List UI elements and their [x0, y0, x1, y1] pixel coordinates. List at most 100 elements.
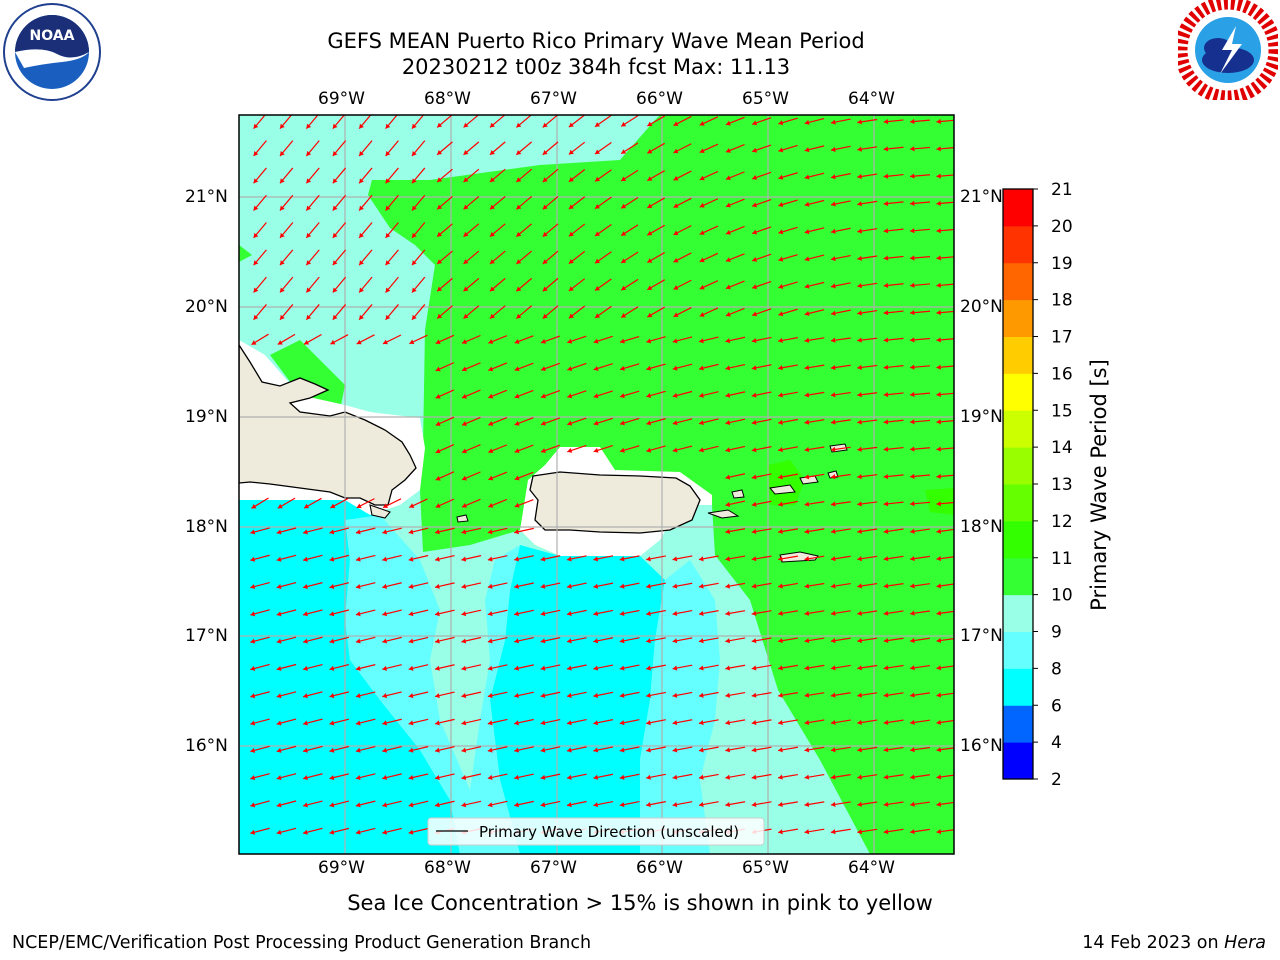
wave-arrow-head [699, 392, 704, 398]
wave-arrow-head [408, 774, 414, 781]
wave-arrow-head [804, 147, 810, 153]
wave-arrow-head [910, 310, 915, 316]
wave-arrow-head [804, 446, 810, 453]
wave-arrow-head [382, 747, 388, 753]
wave-arrow-head [646, 720, 651, 726]
wave-arrow-head [330, 503, 336, 509]
wave-arrow-head [936, 583, 942, 589]
wave-arrow-head [725, 365, 731, 371]
wave-arrow-head [857, 583, 862, 589]
wave-arrow-head [332, 287, 338, 293]
wave-arrow-head [647, 121, 653, 127]
wave-arrow-head [646, 556, 651, 562]
lon-label-top-2: 68°W [424, 89, 471, 109]
wave-arrow-head [540, 692, 546, 698]
wave-arrow-head [385, 151, 391, 156]
date-stamp: 14 Feb 2023 on Hera [1082, 933, 1266, 953]
wave-arrow-head [725, 447, 731, 453]
wave-arrow-head [488, 393, 494, 399]
wave-arrow-head [595, 176, 601, 182]
wave-arrow-head [303, 775, 308, 781]
wave-arrow-head [382, 829, 388, 835]
wave-arrow-head [516, 286, 522, 292]
wave-arrow-head [804, 528, 810, 534]
wave-arrow-head [883, 829, 889, 835]
wave-arrow-head [751, 419, 757, 425]
wave-arrow-head [936, 829, 942, 835]
wave-arrow-head [910, 829, 915, 835]
wave-arrow-head [514, 475, 520, 481]
wave-arrow-head [567, 393, 573, 399]
wave-arrow-head [567, 420, 573, 426]
wave-arrow-head [277, 503, 283, 509]
wave-arrow-head [276, 638, 282, 644]
wave-arrow-head [276, 556, 282, 562]
wave-arrow-head [883, 119, 889, 125]
wave-arrow-head [250, 720, 256, 726]
wave-arrow-head [673, 230, 679, 236]
wave-arrow-head [830, 638, 836, 644]
wave-arrow-head [568, 122, 574, 128]
wave-arrow-head [567, 366, 573, 371]
wave-arrow-head [461, 665, 467, 671]
wave-arrow-head [673, 285, 679, 290]
wave-arrow-head [567, 638, 572, 644]
wave-arrow-head [725, 720, 731, 726]
wave-arrow-head [382, 693, 388, 699]
wave-arrow-head [883, 665, 889, 671]
credit-text: NCEP/EMC/Verification Post Processing Pr… [12, 933, 592, 953]
period-field-6-8-center [490, 545, 665, 854]
wave-arrow-head [329, 775, 335, 781]
wave-arrow-head [883, 255, 889, 261]
wave-arrow-head [409, 339, 415, 345]
wave-arrow-head [857, 119, 862, 125]
wave-arrow-head [830, 119, 836, 125]
wave-arrow-head [778, 720, 783, 726]
wave-arrow-head [725, 338, 731, 344]
wave-arrow-head [698, 692, 704, 698]
wave-arrow-head [778, 474, 783, 480]
wave-arrow-head [437, 204, 443, 210]
wave-arrow-head [725, 665, 731, 671]
wave-arrow-head [385, 260, 391, 266]
wave-arrow-head [435, 611, 440, 617]
wave-arrow-head [277, 340, 283, 345]
lat-label-left-2: 20°N [185, 297, 228, 317]
wave-arrow-head [620, 393, 625, 399]
wave-arrow-head [883, 473, 889, 480]
wave-arrow-head [359, 232, 364, 238]
wave-arrow-head [568, 231, 574, 237]
wave-arrow-head [910, 719, 915, 725]
wave-arrow-head [437, 122, 443, 128]
wave-arrow-head [619, 692, 625, 698]
wave-arrow-head [593, 393, 599, 399]
wave-arrow-head [542, 286, 548, 292]
wave-arrow-head [646, 447, 652, 453]
wave-arrow-head [359, 151, 364, 156]
wave-arrow-head [332, 232, 338, 238]
wave-arrow-head [487, 802, 493, 808]
wave-arrow-head [725, 501, 731, 507]
wave-arrow-head [751, 556, 757, 562]
graticule [239, 115, 954, 854]
wave-arrow-head [804, 474, 810, 480]
wave-arrow-head [489, 259, 495, 264]
wave-arrow-head [778, 528, 783, 534]
wave-arrow-head [540, 366, 546, 372]
wave-arrow-head [463, 259, 469, 264]
wave-arrow-head [461, 747, 467, 753]
wave-arrow-head [435, 747, 440, 753]
wave-arrow-head [355, 693, 361, 699]
wave-arrow-head [437, 231, 443, 237]
wave-arrow-head [883, 282, 889, 288]
wave-arrow-head [936, 528, 942, 534]
wave-arrow-head [435, 665, 440, 671]
wave-arrow-head [250, 829, 256, 835]
wave-arrow-head [540, 556, 546, 562]
wave-arrow-head [910, 473, 915, 479]
wave-arrow-head [540, 665, 546, 671]
wave-arrow-head [435, 529, 440, 535]
wave-arrow-head [593, 747, 599, 753]
wave-arrow-head [883, 146, 889, 152]
wave-arrow-head [385, 287, 391, 293]
